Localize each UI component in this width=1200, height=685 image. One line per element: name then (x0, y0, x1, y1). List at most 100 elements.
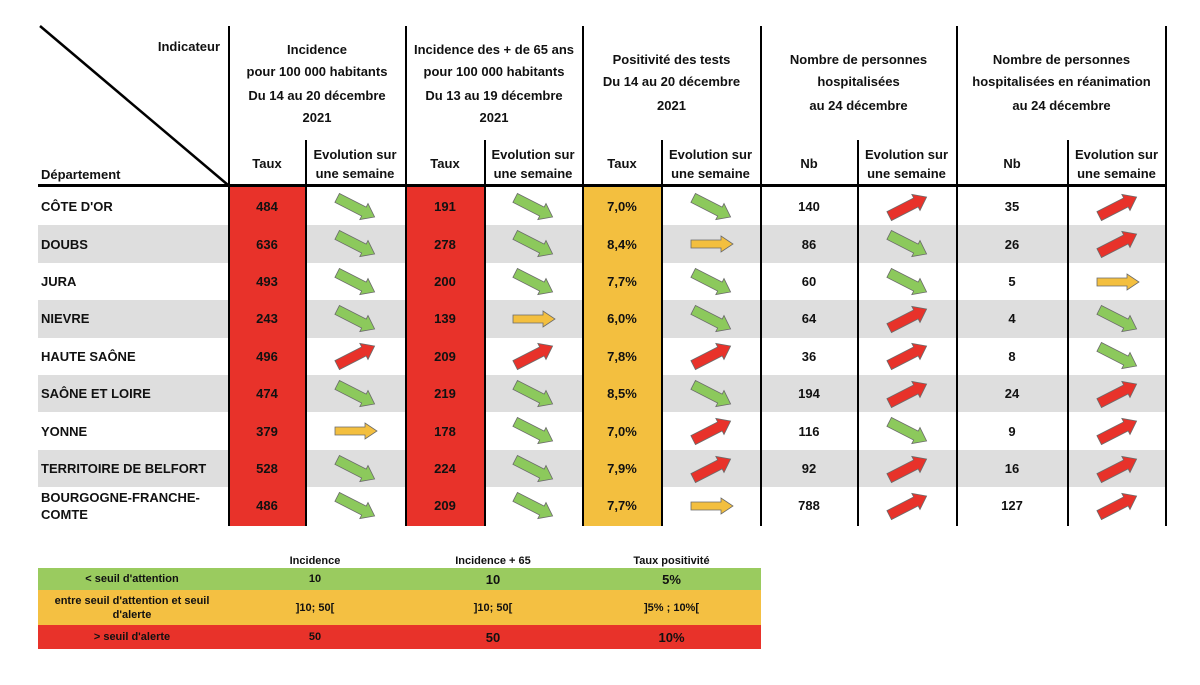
department-name: TERRITOIRE DE BELFORT (38, 450, 228, 487)
indicateur-label: Indicateur (157, 39, 220, 54)
subheader-evolution: Evolution sur (313, 147, 397, 162)
group-header-line: 2021 (479, 110, 509, 125)
indicator-value: 636 (256, 236, 278, 252)
header-diagonal-line (39, 25, 229, 186)
trend-up-arrow-icon (689, 418, 731, 446)
indicator-value: 5 (1008, 273, 1016, 289)
indicator-value: 486 (256, 498, 278, 514)
department-name: HAUTE SAÔNE (38, 338, 228, 375)
department-name: CÔTE D'OR (38, 188, 228, 225)
indicator-value: 26 (1004, 236, 1020, 252)
group-header-line: au 24 décembre (809, 98, 908, 113)
department-name: BOURGOGNE-FRANCHE- COMTE (38, 487, 228, 524)
incidence-column-fill (229, 186, 305, 526)
department-name: DOUBS (38, 225, 228, 262)
indicator-value: 219 (434, 386, 456, 402)
column-divider (405, 26, 407, 526)
indicator-value: 474 (256, 386, 278, 402)
indicator-value: 493 (256, 273, 278, 289)
indicator-value: 140 (798, 199, 820, 215)
indicator-value: 7,8% (607, 348, 637, 364)
trend-down-arrow-icon (512, 192, 554, 220)
legend-label-line: d'alerte (112, 608, 152, 621)
subheader-evolution: une semaine (493, 166, 573, 181)
trend-down-arrow-icon (1095, 304, 1137, 332)
incidence65-column-fill (406, 186, 484, 526)
subheader-evolution: Evolution sur (864, 147, 949, 162)
indicator-value: 194 (798, 386, 820, 402)
trend-up-arrow-icon (885, 492, 927, 520)
legend-value: ]5% ; 10%[ (643, 601, 700, 614)
subcolumn-divider (484, 140, 486, 526)
department-name-line: BOURGOGNE-FRANCHE- (41, 489, 200, 505)
department-name-line: DOUBS (41, 236, 88, 252)
legend-value: 10 (308, 573, 322, 585)
trend-down-arrow-icon (334, 304, 376, 332)
subheader-rate: Nb (800, 156, 818, 171)
trend-down-arrow-icon (689, 379, 731, 407)
indicator-value: 209 (434, 498, 456, 514)
trend-down-arrow-icon (334, 192, 376, 220)
trend-flat-arrow-icon (334, 422, 378, 440)
subheader-rate: Nb (1003, 156, 1021, 171)
trend-down-arrow-icon (885, 230, 927, 258)
indicator-value: 35 (1004, 199, 1020, 215)
department-name-text: JURA (41, 273, 76, 290)
legend-value: 50 (485, 629, 501, 645)
trend-down-arrow-icon (885, 417, 927, 445)
indicator-value: 7,7% (607, 273, 637, 289)
legend-row-band (38, 590, 761, 625)
trend-down-arrow-icon (334, 379, 376, 407)
legend-label: < seuil d'attention (38, 568, 226, 590)
legend-value: ]10; 50[ (295, 601, 335, 614)
trend-down-arrow-icon (689, 304, 731, 332)
trend-up-arrow-icon (885, 193, 927, 221)
subcolumn-divider (857, 140, 859, 526)
group-header-line: Du 14 au 20 décembre (248, 88, 386, 103)
group-header-line: Du 14 au 20 décembre (602, 74, 741, 89)
indicator-value: 7,9% (607, 460, 637, 476)
group-header-line: Du 13 au 19 décembre (425, 88, 563, 103)
department-name-text: TERRITOIRE DE BELFORT (41, 460, 206, 477)
department-name: YONNE (38, 412, 228, 449)
subheader-evolution: une semaine (1077, 166, 1156, 181)
department-name-text: HAUTE SAÔNE (41, 348, 136, 365)
legend-label-line: entre seuil d'attention et seuil (54, 594, 210, 607)
legend-header: Incidence (289, 555, 341, 567)
trend-down-arrow-icon (512, 491, 554, 519)
trend-down-arrow-icon (1095, 342, 1137, 370)
department-name: JURA (38, 263, 228, 300)
legend-value: 10 (485, 571, 501, 587)
trend-down-arrow-icon (885, 267, 927, 295)
department-name: SAÔNE ET LOIRE (38, 375, 228, 412)
legend-label-line: > seuil d'alerte (93, 631, 171, 643)
department-name-line: COMTE (41, 506, 88, 522)
trend-down-arrow-icon (689, 267, 731, 295)
group-header-line: Nombre de personnes (789, 52, 928, 67)
trend-down-arrow-icon (512, 267, 554, 295)
trend-down-arrow-icon (689, 192, 731, 220)
trend-flat-arrow-icon (1096, 272, 1140, 291)
group-header-line: Nombre de personnes (992, 52, 1131, 67)
trend-down-arrow-icon (334, 267, 376, 295)
indicator-value: 496 (256, 348, 278, 364)
legend-value: ]10; 50[ (473, 601, 513, 614)
trend-up-arrow-icon (1095, 380, 1137, 408)
positivity-column-fill (583, 186, 661, 526)
legend-row-band (38, 568, 761, 590)
group-header-line: Incidence (287, 42, 347, 57)
trend-up-arrow-icon (885, 305, 927, 333)
indicator-value: 8 (1008, 348, 1016, 364)
indicator-value: 191 (434, 199, 456, 215)
trend-down-arrow-icon (512, 230, 554, 258)
subcolumn-divider (1067, 140, 1069, 526)
indicator-value: 16 (1004, 460, 1020, 476)
indicator-value: 139 (434, 311, 456, 327)
trend-down-arrow-icon (334, 454, 376, 482)
group-header-line: hospitalisées en réanimation (972, 74, 1151, 89)
group-header-line: pour 100 000 habitants (423, 64, 565, 79)
trend-down-arrow-icon (512, 454, 554, 482)
column-divider (760, 26, 762, 526)
subheader-rate: Taux (430, 156, 460, 171)
indicator-value: 60 (801, 273, 817, 289)
